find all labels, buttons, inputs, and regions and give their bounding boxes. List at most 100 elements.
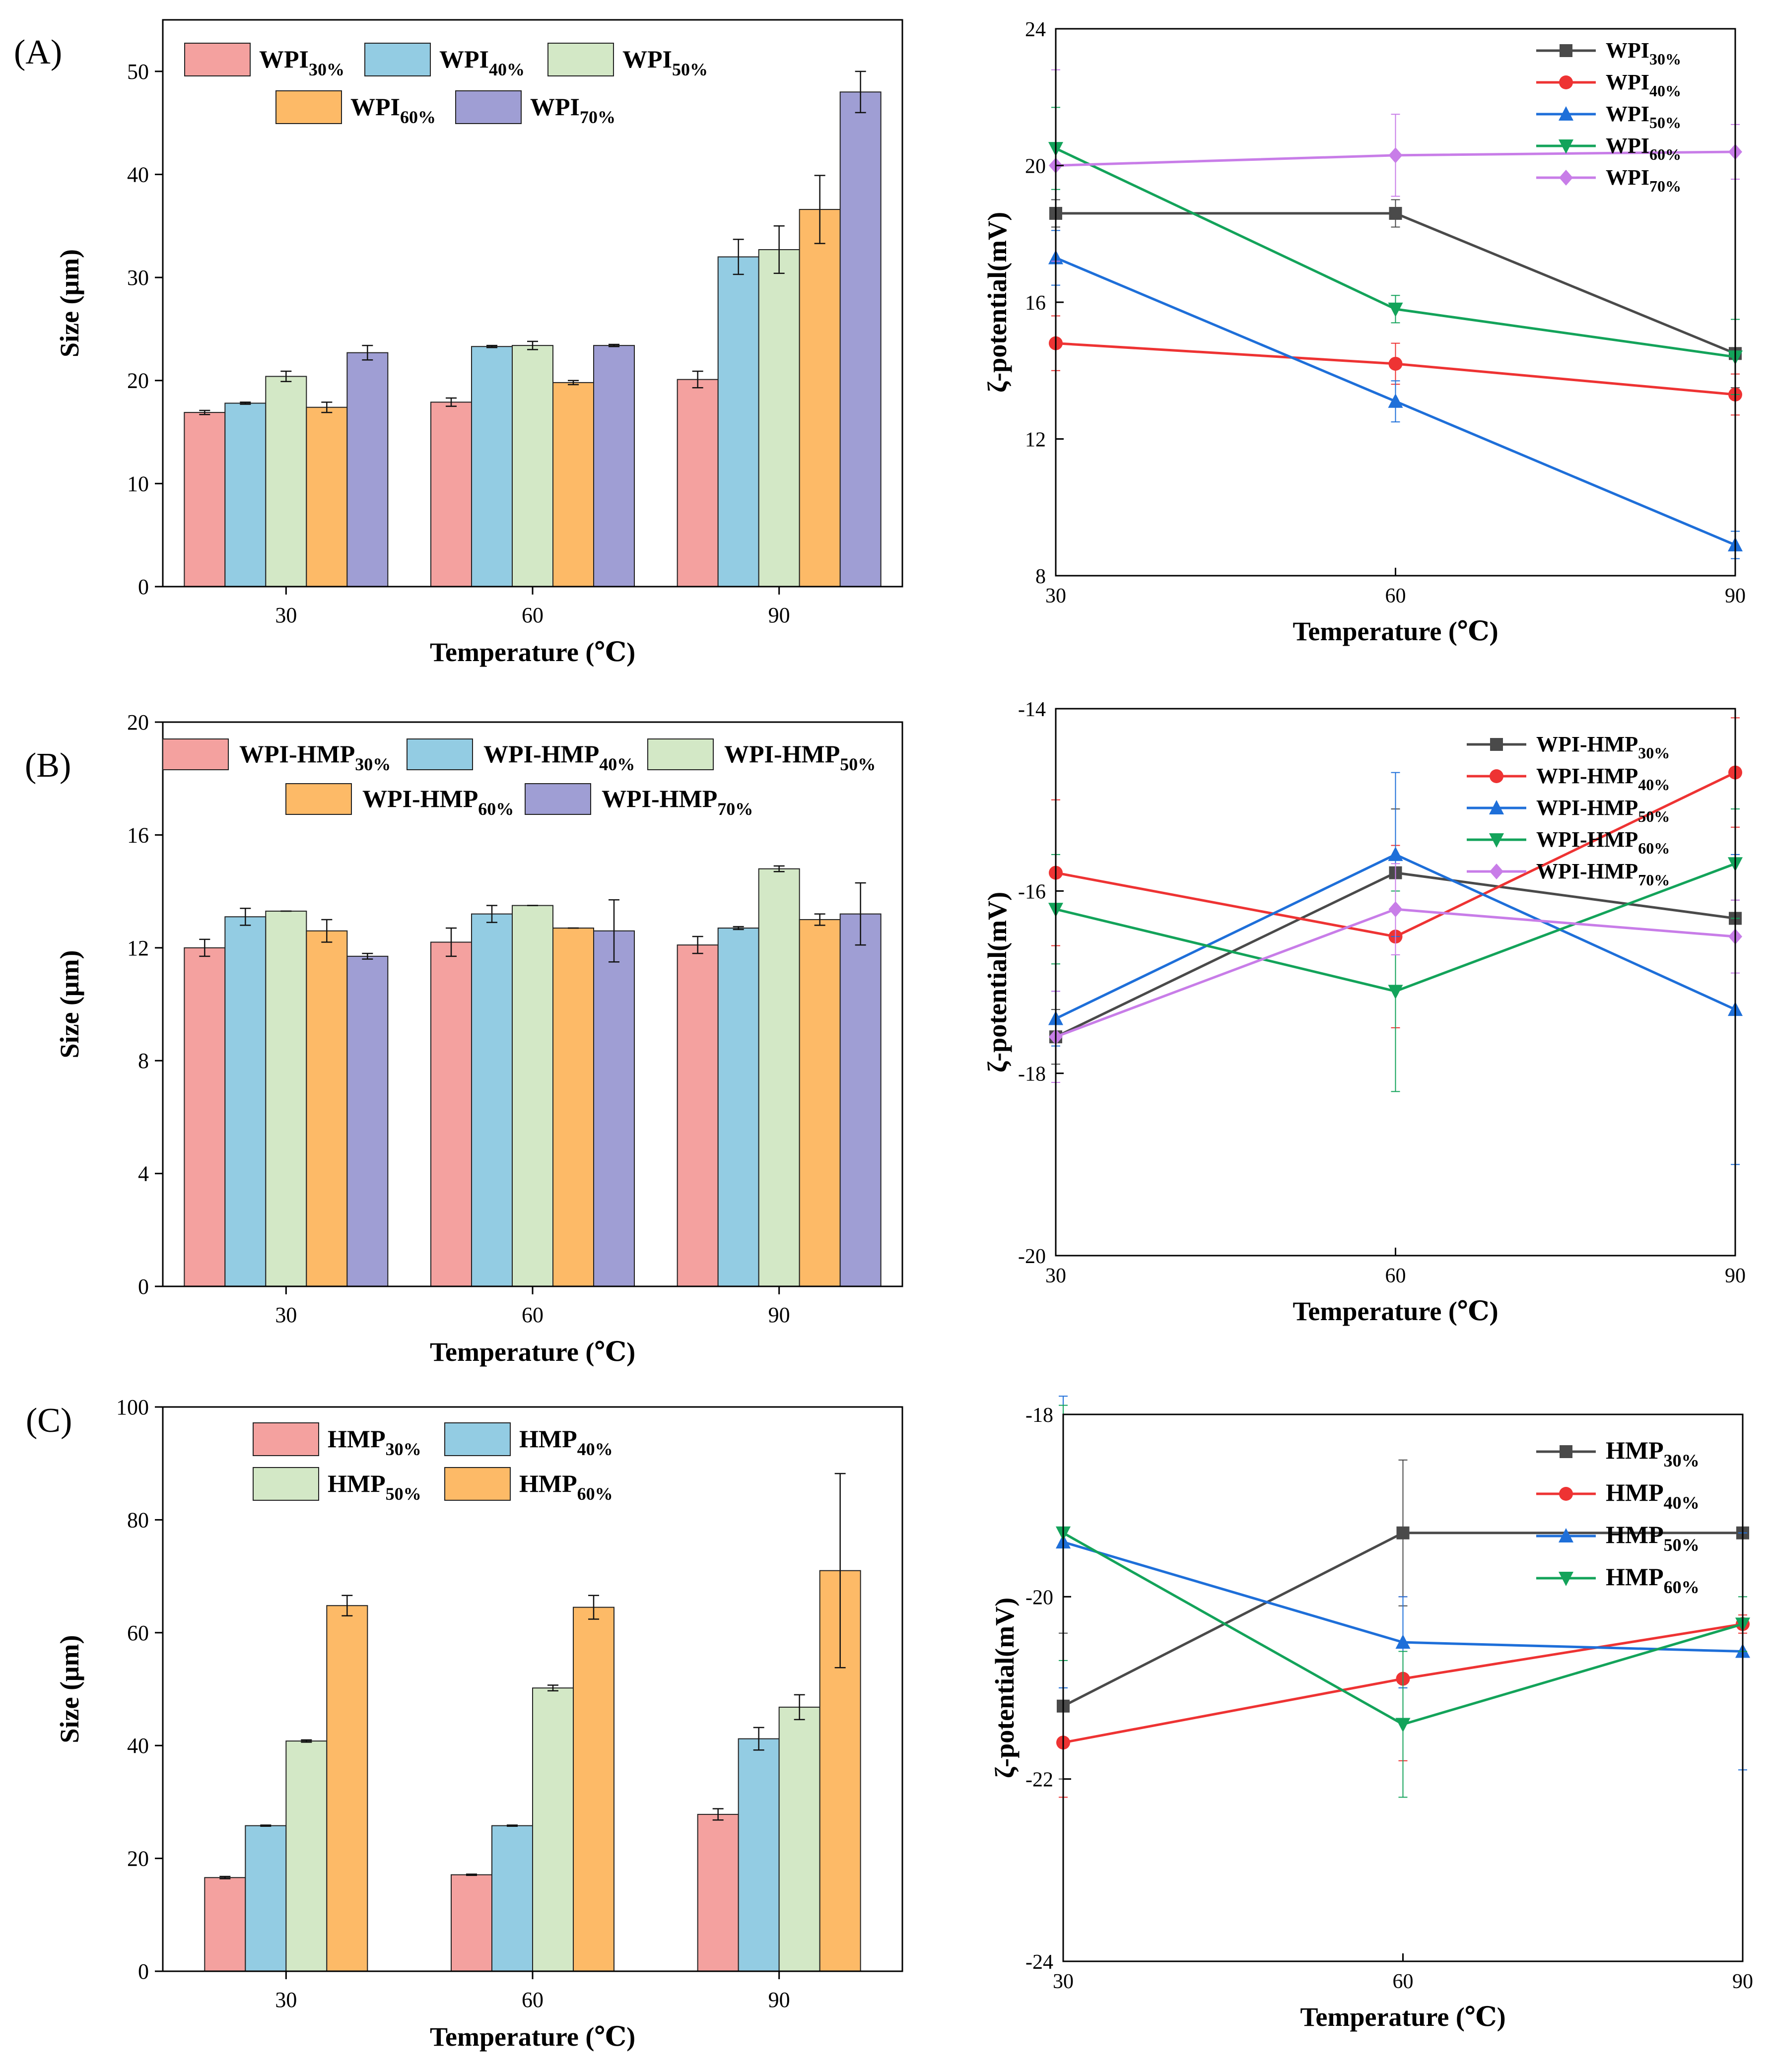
bar xyxy=(758,249,800,587)
bar xyxy=(677,944,719,1287)
legend-swatch xyxy=(407,738,473,770)
legend-label: WPI-HMP30% xyxy=(239,740,391,774)
bar xyxy=(593,930,635,1287)
legend-label: WPI50% xyxy=(622,45,708,79)
x-tick-label: 90 xyxy=(768,603,790,627)
legend-label: WPI40% xyxy=(1606,70,1681,100)
y-tick-label: 8 xyxy=(138,1049,149,1073)
plot-frame xyxy=(162,19,903,588)
legend-label-main: WPI xyxy=(1606,70,1649,94)
legend-label: HMP30% xyxy=(1606,1436,1700,1470)
legend-label-main: HMP xyxy=(1606,1563,1664,1591)
legend-label-sub: 70% xyxy=(580,107,615,127)
bar xyxy=(306,406,348,587)
legend-label-sub: 60% xyxy=(1638,839,1670,857)
y-tick-label: 4 xyxy=(138,1162,149,1186)
y-tick-label: 10 xyxy=(127,471,149,496)
legend-label-main: WPI xyxy=(439,45,489,73)
marker-triangle-down xyxy=(1559,139,1573,154)
y-tick-label: -22 xyxy=(1025,1769,1053,1792)
x-tick-label: 90 xyxy=(768,1988,790,2012)
bar xyxy=(184,412,226,587)
legend-label-main: WPI xyxy=(530,93,580,121)
legend-label-main: WPI xyxy=(1606,38,1649,63)
marker-circle xyxy=(1490,769,1503,783)
bar xyxy=(471,913,513,1287)
legend-label-sub: 70% xyxy=(1649,177,1681,195)
legend-label: WPI-HMP70% xyxy=(602,785,753,819)
legend-label-main: HMP xyxy=(519,1470,577,1497)
y-axis-title: Size (μm) xyxy=(55,249,84,357)
x-axis-title: Temperature (℃) xyxy=(430,637,635,667)
y-tick-label: 0 xyxy=(138,575,149,599)
legend-label: HMP50% xyxy=(328,1470,421,1504)
legend-label-sub: 40% xyxy=(489,60,525,79)
bar xyxy=(839,91,882,587)
marker-triangle-up xyxy=(1559,106,1573,121)
x-tick-label: 90 xyxy=(1725,585,1746,607)
x-tick-label: 30 xyxy=(275,1303,297,1327)
legend-label-main: WPI-HMP xyxy=(1536,732,1638,756)
legend-label-sub: 30% xyxy=(386,1439,421,1459)
legend-label-main: HMP xyxy=(1606,1478,1664,1506)
line-chart-B-zeta: 30 60 90 -20 -18 -16 -14 Temperature (℃) ζ-poten… xyxy=(982,698,1746,1326)
legend-label-main: WPI xyxy=(350,93,400,121)
legend-label-sub: 60% xyxy=(1664,1577,1700,1597)
marker-square xyxy=(1560,1445,1572,1458)
marker-circle xyxy=(1559,75,1573,89)
x-tick-label: 30 xyxy=(275,603,297,627)
legend-label-sub: 30% xyxy=(1638,744,1670,762)
bar xyxy=(245,1825,287,1972)
y-tick-label: 20 xyxy=(1025,155,1046,178)
x-tick-label: 60 xyxy=(522,603,544,627)
bar-chart-A-size: 30 60 90 0 10 20 30 40 50 Temperature (℃) Size (μm… xyxy=(55,19,903,667)
legend-label: HMP60% xyxy=(1606,1563,1700,1597)
y-tick-label: -20 xyxy=(1018,1245,1046,1268)
x-tick-label: 90 xyxy=(1732,1970,1753,1993)
plot-frame xyxy=(162,721,903,1287)
marker-triangle-up xyxy=(1388,393,1403,408)
legend-label-main: WPI-HMP xyxy=(483,740,599,768)
y-tick-label: 12 xyxy=(1025,429,1046,452)
legend-swatch xyxy=(547,43,614,76)
marker-triangle-down xyxy=(1388,985,1403,1000)
legend-label-sub: 70% xyxy=(717,799,753,819)
y-tick-label: 40 xyxy=(127,1734,149,1758)
bar xyxy=(285,1740,328,1972)
marker-triangle-up xyxy=(1489,800,1504,814)
marker-triangle-down xyxy=(1559,1572,1573,1586)
legend-swatch xyxy=(364,43,431,76)
legend-label-main: WPI-HMP xyxy=(724,740,840,768)
bar xyxy=(346,955,389,1287)
legend-label-sub: 30% xyxy=(1664,1451,1700,1470)
y-tick-label: 60 xyxy=(127,1621,149,1645)
y-tick-label: 16 xyxy=(1025,292,1046,315)
legend-label: WPI-HMP30% xyxy=(1536,732,1670,762)
legend-label-sub: 60% xyxy=(577,1484,613,1504)
legend-swatch xyxy=(525,783,591,815)
legend-label: WPI70% xyxy=(1606,165,1681,195)
legend-label: WPI-HMP50% xyxy=(724,740,876,774)
legend-label-main: WPI xyxy=(622,45,672,73)
y-tick-label: 24 xyxy=(1025,18,1046,41)
legend-label: WPI-HMP70% xyxy=(1536,859,1670,889)
bar xyxy=(552,928,594,1287)
marker-triangle-down xyxy=(1489,833,1504,848)
marker-triangle-up xyxy=(1559,1528,1573,1542)
legend-label-main: HMP xyxy=(1606,1521,1664,1548)
legend-label: WPI30% xyxy=(259,45,344,79)
marker-triangle-down xyxy=(1395,1718,1411,1733)
marker-diamond xyxy=(1388,147,1403,163)
y-axis-title: ζ-potential(mV) xyxy=(982,212,1012,393)
legend-label-sub: 50% xyxy=(386,1484,421,1504)
legend-label-sub: 40% xyxy=(1649,82,1681,100)
legend-label-main: HMP xyxy=(328,1470,386,1497)
x-tick-label: 30 xyxy=(1045,1265,1066,1287)
legend-label-main: WPI-HMP xyxy=(239,740,355,768)
legend-swatch xyxy=(162,738,229,770)
legend-label: WPI-HMP60% xyxy=(1536,827,1670,857)
legend-swatch xyxy=(444,1422,511,1456)
marker-square xyxy=(1560,44,1572,57)
y-tick-label: 12 xyxy=(127,936,149,960)
